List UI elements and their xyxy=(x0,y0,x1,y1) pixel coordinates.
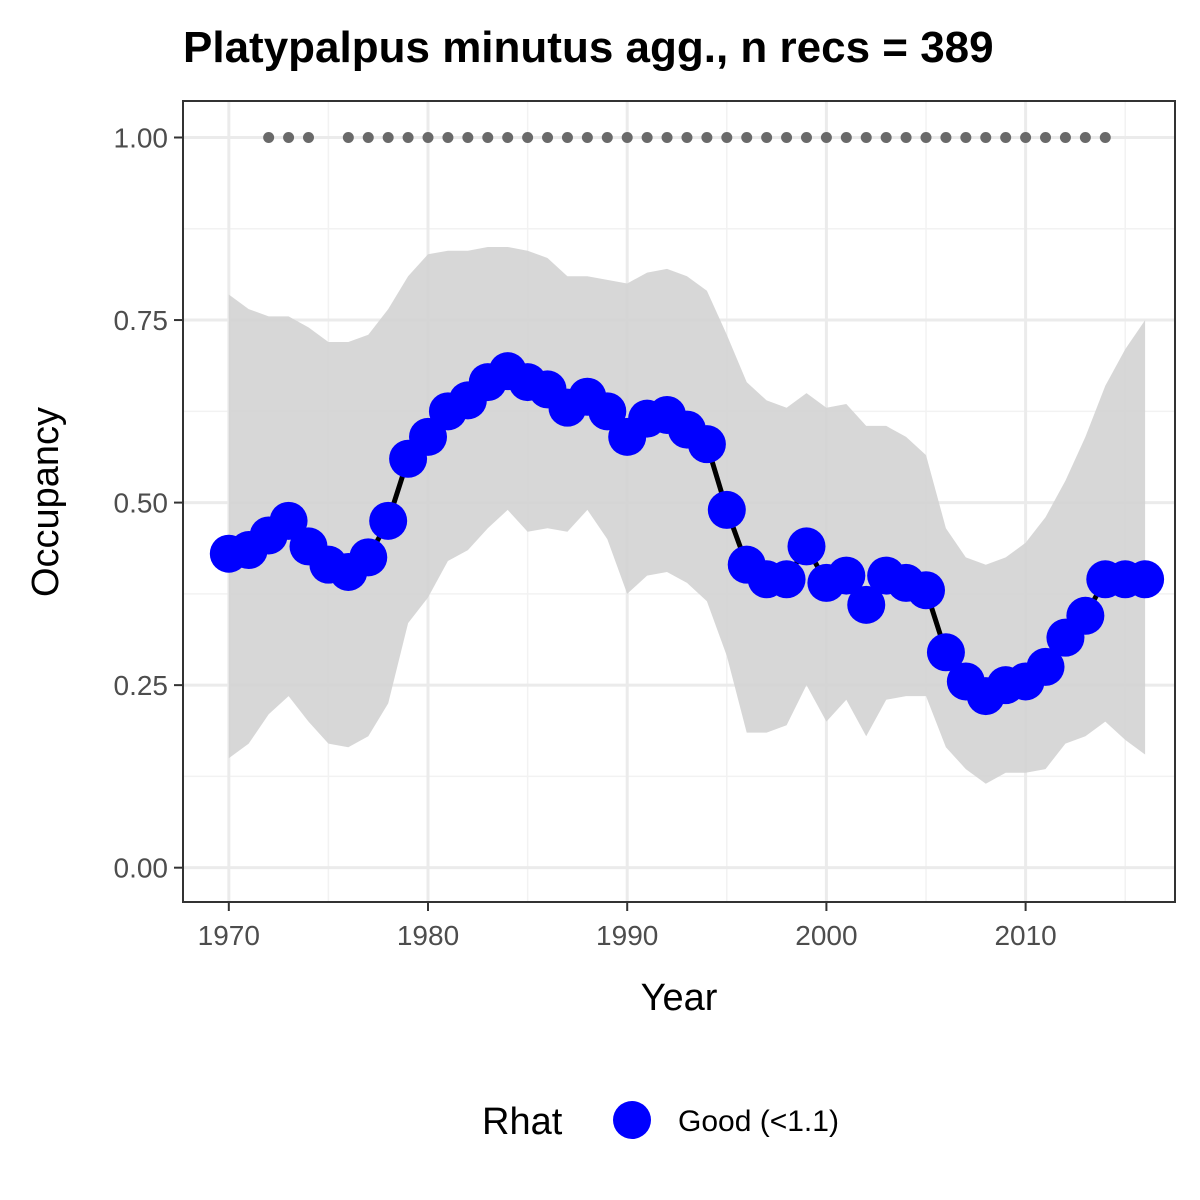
y-tick-label: 0.75 xyxy=(114,305,169,336)
record-dot xyxy=(940,132,952,144)
record-dot xyxy=(880,132,892,144)
occupancy-points xyxy=(209,352,1165,716)
x-tick-label: 1970 xyxy=(198,920,260,951)
data-point xyxy=(707,490,746,529)
record-dot xyxy=(283,132,295,144)
record-dot xyxy=(681,132,693,144)
data-point xyxy=(847,585,886,624)
x-tick-label: 2000 xyxy=(795,920,857,951)
record-dot xyxy=(900,132,912,144)
y-axis: 0.00 0.25 0.50 0.75 1.00 xyxy=(114,123,183,884)
data-point xyxy=(787,527,826,566)
record-dot xyxy=(1059,132,1071,144)
data-point xyxy=(588,392,627,431)
record-dot xyxy=(761,132,773,144)
record-dot xyxy=(382,132,394,144)
data-point xyxy=(1026,647,1065,686)
record-dot xyxy=(800,132,812,144)
data-point xyxy=(409,417,448,456)
record-dot xyxy=(522,132,534,144)
x-axis-title: Year xyxy=(641,977,718,1019)
legend-key-good xyxy=(613,1101,651,1139)
record-dot xyxy=(561,132,573,144)
record-dot xyxy=(482,132,494,144)
y-tick-label: 0.00 xyxy=(114,853,169,884)
chart-title: Platypalpus minutus agg., n recs = 389 xyxy=(183,23,994,72)
legend-label-good: Good (<1.1) xyxy=(678,1105,839,1138)
record-dot xyxy=(860,132,872,144)
record-dot xyxy=(721,132,733,144)
record-dot xyxy=(362,132,374,144)
record-dot xyxy=(422,132,434,144)
record-dot xyxy=(442,132,454,144)
data-point xyxy=(1126,560,1165,599)
y-axis-title: Occupancy xyxy=(25,407,67,597)
record-dot xyxy=(781,132,793,144)
data-point xyxy=(687,425,726,464)
record-dot xyxy=(542,132,554,144)
record-dots xyxy=(263,132,1111,144)
x-axis: 1970 1980 1990 2000 2010 xyxy=(198,902,1057,951)
record-dot xyxy=(1079,132,1091,144)
y-tick-label: 1.00 xyxy=(114,123,169,154)
y-tick-label: 0.25 xyxy=(114,670,169,701)
data-point xyxy=(767,560,806,599)
data-point xyxy=(827,556,866,595)
record-dot xyxy=(601,132,613,144)
record-dot xyxy=(302,132,314,144)
record-dot xyxy=(1000,132,1012,144)
record-dot xyxy=(701,132,713,144)
record-dot xyxy=(1020,132,1032,144)
record-dot xyxy=(1099,132,1111,144)
x-tick-label: 1980 xyxy=(397,920,459,951)
record-dot xyxy=(840,132,852,144)
record-dot xyxy=(980,132,992,144)
record-dot xyxy=(641,132,653,144)
x-tick-label: 1990 xyxy=(596,920,658,951)
record-dot xyxy=(960,132,972,144)
legend-title: Rhat xyxy=(482,1101,563,1143)
data-point xyxy=(1066,596,1105,635)
record-dot xyxy=(462,132,474,144)
record-dot xyxy=(1040,132,1052,144)
record-dot xyxy=(581,132,593,144)
ribbon-area xyxy=(228,247,1146,784)
data-point xyxy=(369,501,408,540)
record-dot xyxy=(263,132,275,144)
y-tick-label: 0.50 xyxy=(114,488,169,519)
data-point xyxy=(269,501,308,540)
record-dot xyxy=(920,132,932,144)
data-point xyxy=(349,538,388,577)
record-dot xyxy=(502,132,514,144)
data-point xyxy=(926,633,965,672)
plot-panel-border xyxy=(182,100,1176,903)
record-dot xyxy=(741,132,753,144)
data-point xyxy=(907,571,946,610)
confidence-ribbon xyxy=(228,247,1146,784)
x-tick-label: 2010 xyxy=(994,920,1056,951)
record-dot xyxy=(402,132,414,144)
record-dot xyxy=(342,132,354,144)
record-dot xyxy=(621,132,633,144)
record-dot xyxy=(661,132,673,144)
legend: Rhat Good (<1.1) xyxy=(482,1101,839,1143)
record-dot xyxy=(820,132,832,144)
